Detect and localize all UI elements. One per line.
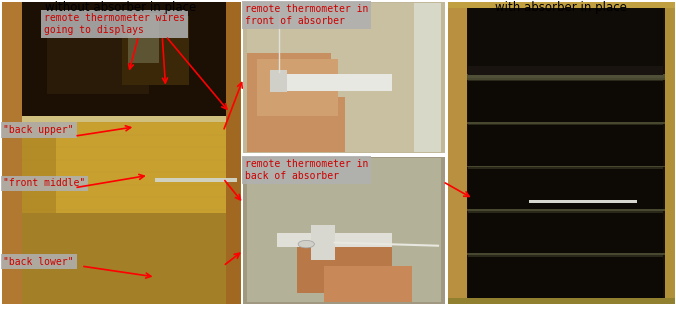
Bar [22, 119, 226, 213]
Bar [468, 8, 663, 75]
Bar [247, 3, 441, 152]
Bar [22, 119, 56, 213]
Bar [243, 156, 445, 304]
Bar [311, 225, 335, 260]
Bar [22, 116, 226, 122]
Bar [468, 79, 663, 81]
Bar [2, 2, 241, 304]
Bar [468, 79, 663, 123]
Bar [468, 123, 663, 167]
Bar [467, 8, 665, 298]
Bar [468, 210, 663, 213]
Bar [468, 210, 663, 254]
Text: remote thermometer wires
going to displays: remote thermometer wires going to displa… [44, 13, 185, 35]
Text: "front middle": "front middle" [3, 178, 86, 188]
Text: "back upper": "back upper" [3, 125, 74, 135]
Bar [2, 2, 22, 304]
Bar [448, 2, 675, 304]
Bar [467, 74, 665, 79]
Text: remote thermometer in
back of absorber: remote thermometer in back of absorber [245, 159, 368, 181]
Bar [270, 74, 392, 91]
Bar [247, 97, 345, 152]
Bar [665, 2, 675, 304]
Bar [468, 254, 663, 298]
Bar [529, 200, 637, 203]
Bar [257, 59, 338, 116]
Bar [270, 70, 287, 92]
Bar [468, 254, 663, 257]
Text: with absorber in place: with absorber in place [495, 1, 627, 14]
Bar [247, 158, 441, 302]
Bar [467, 78, 665, 80]
Bar [226, 2, 241, 304]
Bar [128, 13, 159, 63]
Bar [47, 13, 149, 94]
Bar [22, 2, 226, 304]
Bar [467, 209, 665, 211]
Bar [155, 178, 237, 182]
Bar [467, 253, 665, 255]
Bar [468, 167, 663, 169]
Bar [22, 213, 226, 304]
Bar [247, 3, 441, 152]
Bar [247, 158, 441, 302]
Bar [468, 167, 663, 210]
Bar [22, 2, 226, 119]
Bar [448, 2, 675, 8]
Bar [22, 213, 226, 304]
Text: without absorber in place: without absorber in place [45, 1, 196, 14]
Bar [467, 122, 665, 124]
Bar [277, 233, 392, 247]
Bar [448, 2, 467, 304]
Bar [324, 266, 412, 302]
Bar [468, 66, 663, 75]
Bar [448, 298, 675, 304]
Bar [414, 3, 441, 152]
Bar [297, 241, 392, 293]
Bar [243, 2, 445, 153]
Bar [122, 16, 189, 85]
Text: "back lower": "back lower" [3, 257, 74, 267]
Bar [468, 123, 663, 125]
Circle shape [298, 240, 314, 248]
Bar [247, 53, 331, 128]
Bar [467, 166, 665, 167]
Text: remote thermometer in
front of absorber: remote thermometer in front of absorber [245, 4, 368, 26]
